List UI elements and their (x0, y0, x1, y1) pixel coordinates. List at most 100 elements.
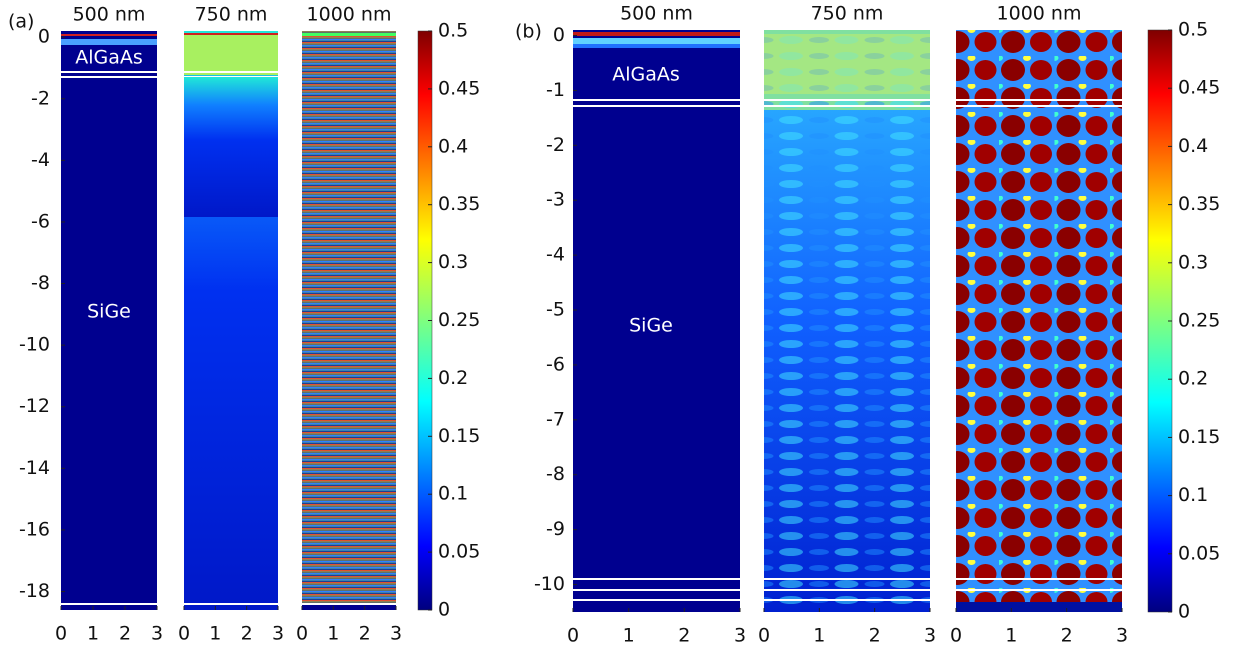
annotation: AlGaAs (612, 64, 680, 86)
field-map (956, 30, 1122, 612)
layer-band (302, 605, 396, 610)
colorbar-tick-label: 0.15 (1178, 426, 1220, 448)
y-tick-label: -14 (19, 457, 50, 479)
y-tick-label: -8 (546, 463, 565, 485)
y-tick-label: -1 (546, 79, 565, 101)
subplot-title: 750 nm (195, 4, 268, 26)
y-tick-label: -16 (19, 518, 50, 540)
colorbar-tick-label: 0 (1178, 601, 1190, 623)
layer-band (184, 77, 278, 217)
y-tick-label: -9 (546, 518, 565, 540)
layer-band (956, 30, 1122, 612)
x-tick-label: 0 (758, 625, 770, 647)
layer-band (573, 30, 740, 612)
panel-label: (b) (515, 21, 542, 43)
subplot-title: 750 nm (811, 3, 884, 25)
layer-band (302, 31, 396, 610)
layer-band (764, 34, 930, 94)
x-tick-label: 0 (55, 623, 67, 645)
colorbar-tick-label: 0.3 (1178, 251, 1208, 273)
annotation: SiGe (87, 301, 131, 323)
x-tick-label: 1 (87, 623, 99, 645)
layer-band (61, 39, 157, 45)
annotation: AlGaAs (75, 47, 143, 69)
y-tick-label: -18 (19, 580, 50, 602)
x-tick-label: 3 (151, 623, 163, 645)
colorbar-tick-label: 0.35 (1178, 193, 1220, 215)
x-tick-label: 2 (1061, 625, 1073, 647)
field-map (764, 30, 930, 612)
colorbar-tick-label: 0.5 (438, 20, 468, 42)
x-tick-label: 1 (813, 625, 825, 647)
annotation: SiGe (629, 315, 673, 337)
field-map (184, 31, 278, 610)
subplot-title: 500 nm (73, 4, 146, 26)
layer-band (764, 30, 930, 612)
y-tick-label: -6 (546, 353, 565, 375)
layer-band (184, 35, 278, 75)
y-tick-label: -6 (31, 210, 50, 232)
x-tick-label: 2 (241, 623, 253, 645)
y-tick-label: 0 (38, 26, 50, 48)
panel-label: (a) (8, 11, 34, 33)
y-tick-label: -10 (19, 334, 50, 356)
x-tick-label: 2 (869, 625, 881, 647)
layer-band (573, 38, 740, 44)
colorbar-tick-label: 0.25 (1178, 310, 1220, 332)
layer-band (573, 44, 740, 48)
x-tick-label: 0 (296, 623, 308, 645)
layer-band (573, 32, 740, 36)
colorbar-tick-label: 0.5 (1178, 19, 1208, 41)
field-map (61, 31, 157, 610)
layer-band (956, 602, 1122, 612)
layer-band (302, 33, 396, 36)
x-tick-label: 2 (119, 623, 131, 645)
colorbar-tick-label: 0.1 (438, 483, 468, 505)
y-tick-label: -5 (546, 299, 565, 321)
x-tick-label: 1 (209, 623, 221, 645)
colorbar-tick-label: 0.45 (1178, 77, 1220, 99)
layer-band (184, 33, 278, 35)
colorbar-tick-label: 0.05 (438, 541, 480, 563)
x-tick-label: 3 (734, 625, 746, 647)
colorbar-tick-label: 0.4 (1178, 135, 1208, 157)
subplot-title: 500 nm (620, 3, 693, 25)
layer-band (61, 31, 157, 610)
x-tick-label: 0 (178, 623, 190, 645)
x-tick-label: 2 (678, 625, 690, 647)
y-tick-label: 0 (553, 24, 565, 46)
y-tick-label: -8 (31, 272, 50, 294)
layer-band (61, 34, 157, 36)
y-tick-label: -12 (19, 395, 50, 417)
field-map (573, 30, 740, 612)
x-tick-label: 0 (567, 625, 579, 647)
x-tick-label: 3 (390, 623, 402, 645)
y-tick-label: -7 (546, 408, 565, 430)
x-tick-label: 1 (623, 625, 635, 647)
x-tick-label: 2 (359, 623, 371, 645)
colorbar-tick-label: 0.2 (1178, 368, 1208, 390)
y-tick-label: -3 (546, 189, 565, 211)
x-tick-label: 3 (924, 625, 936, 647)
colorbar-tick-label: 0.15 (438, 425, 480, 447)
y-tick-label: -10 (534, 573, 565, 595)
colorbar-tick-label: 0.45 (438, 77, 480, 99)
colorbar-tick-label: 0.2 (438, 367, 468, 389)
x-tick-label: 0 (950, 625, 962, 647)
colorbar-tick-label: 0.35 (438, 193, 480, 215)
x-tick-label: 3 (272, 623, 284, 645)
colorbar-tick-label: 0.05 (1178, 542, 1220, 564)
y-tick-label: -2 (546, 134, 565, 156)
colorbar-tick-label: 0.4 (438, 135, 468, 157)
colorbar-tick-label: 0 (438, 599, 450, 621)
subplot-title: 1000 nm (307, 4, 392, 26)
colorbar-tick-label: 0.3 (438, 251, 468, 273)
y-tick-label: -4 (546, 244, 565, 266)
x-tick-label: 3 (1116, 625, 1128, 647)
y-tick-label: -4 (31, 149, 50, 171)
field-map (302, 31, 396, 610)
x-tick-label: 1 (327, 623, 339, 645)
colorbar-tick-label: 0.1 (1178, 484, 1208, 506)
